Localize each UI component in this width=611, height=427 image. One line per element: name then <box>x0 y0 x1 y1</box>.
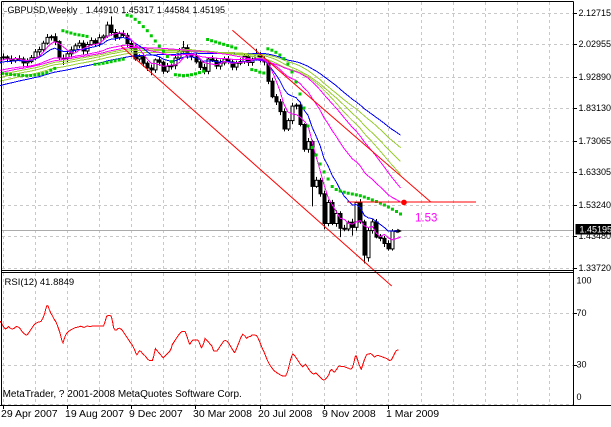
svg-text:MetaTrader, ? 2001-2008 MetaQu: MetaTrader, ? 2001-2008 MetaQuotes Softw… <box>3 389 242 400</box>
svg-text:GBPUSD,Weekly: GBPUSD,Weekly <box>8 5 78 15</box>
svg-text:1.33720: 1.33720 <box>579 263 611 273</box>
svg-text:1.45317: 1.45317 <box>121 5 154 15</box>
svg-text:1.44910: 1.44910 <box>86 5 119 15</box>
svg-text:2.12715: 2.12715 <box>579 8 611 18</box>
svg-text:RSI(12) 41.8849: RSI(12) 41.8849 <box>5 277 75 288</box>
svg-text:70: 70 <box>577 308 587 318</box>
svg-text:20 Jul 2008: 20 Jul 2008 <box>258 408 312 420</box>
svg-text:100: 100 <box>577 275 592 285</box>
svg-text:29 Apr 2007: 29 Apr 2007 <box>1 408 58 420</box>
svg-text:1.44584: 1.44584 <box>157 5 190 15</box>
svg-text:1.73065: 1.73065 <box>579 136 611 146</box>
svg-text:1.53240: 1.53240 <box>579 200 611 210</box>
svg-text:1.83130: 1.83130 <box>579 103 611 113</box>
svg-text:1 Mar 2009: 1 Mar 2009 <box>386 408 439 420</box>
svg-text:2.02955: 2.02955 <box>579 39 611 49</box>
svg-text:0: 0 <box>577 392 582 402</box>
svg-text:9 Dec 2007: 9 Dec 2007 <box>129 408 183 420</box>
svg-text:9 Nov 2008: 9 Nov 2008 <box>322 408 376 420</box>
svg-text:1.63305: 1.63305 <box>579 167 611 177</box>
svg-text:30 Mar 2008: 30 Mar 2008 <box>193 408 252 420</box>
svg-text:19 Aug 2007: 19 Aug 2007 <box>65 408 124 420</box>
svg-text:1.92890: 1.92890 <box>579 72 611 82</box>
svg-text:30: 30 <box>577 360 587 370</box>
svg-text:1.45195: 1.45195 <box>193 5 226 15</box>
svg-text:1.53: 1.53 <box>415 212 437 224</box>
svg-text:1.45195: 1.45195 <box>580 224 611 234</box>
